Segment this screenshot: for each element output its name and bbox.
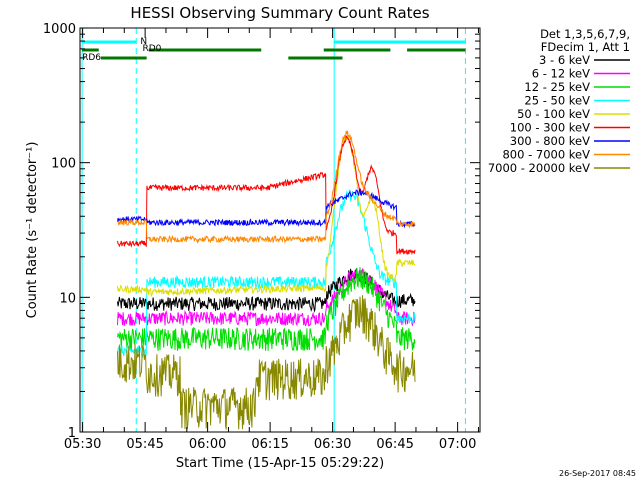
legend-header-line: Det 1,3,5,6,7,9,	[540, 27, 630, 41]
legend-entry-label: 100 - 300 keV	[510, 121, 590, 135]
x-tick-label: 06:30	[314, 437, 351, 452]
x-tick-label: 06:45	[376, 437, 413, 452]
series-line-s50_100	[117, 133, 416, 298]
series-line-s7000_20000	[117, 295, 416, 430]
legend-entry-label: 25 - 50 keV	[524, 94, 590, 108]
plot-area: RD0 RD6 N	[81, 28, 466, 432]
legend-entry-label: 800 - 7000 keV	[502, 148, 590, 162]
axes: 05:30 05:45 06:00 06:15 06:30 06:45 07:00 1 10 10…	[43, 22, 481, 452]
legend-entry-label: 300 - 800 keV	[510, 134, 590, 148]
x-tick-label: 06:15	[251, 437, 288, 452]
plot-frame	[79, 27, 481, 433]
timestamp: 26-Sep-2017 08:45	[559, 469, 636, 478]
x-tick-label: 07:00	[439, 437, 476, 452]
y-tick-label: 10	[59, 291, 76, 306]
legend-entry-label: 50 - 100 keV	[517, 107, 590, 121]
y-axis-label: Count Rate (s⁻¹ detector⁻¹)	[25, 142, 40, 319]
legend-header-line: FDecim 1, Att 1	[541, 40, 630, 54]
chart-title: HESSI Observing Summary Count Rates	[130, 4, 429, 22]
series-line-s300_800	[117, 188, 416, 229]
legend-entry-label: 12 - 25 keV	[524, 80, 590, 94]
legend-entry-label: 6 - 12 keV	[532, 67, 590, 81]
bar-label-rd6: RD6	[82, 53, 101, 63]
y-tick-label: 1000	[43, 22, 76, 37]
y-tick-label: 1	[68, 426, 76, 441]
series-line-s100_300	[117, 135, 416, 256]
x-tick-label: 05:45	[126, 437, 163, 452]
x-tick-label: 05:30	[64, 437, 101, 452]
series-line-s25_50	[117, 189, 416, 358]
x-tick-label: 06:00	[189, 437, 226, 452]
legend-entry-label: 7000 - 20000 keV	[488, 161, 590, 175]
saa-label: N	[140, 37, 147, 47]
series-line-s12_25	[117, 267, 416, 352]
series-line-s800_7000	[117, 130, 416, 245]
x-axis-label: Start Time (15-Apr-15 05:29:22)	[176, 456, 384, 471]
y-tick-label: 100	[51, 157, 76, 172]
bar-label-rd0: RD0	[143, 44, 162, 54]
legend-entry-label: 3 - 6 keV	[539, 53, 590, 67]
